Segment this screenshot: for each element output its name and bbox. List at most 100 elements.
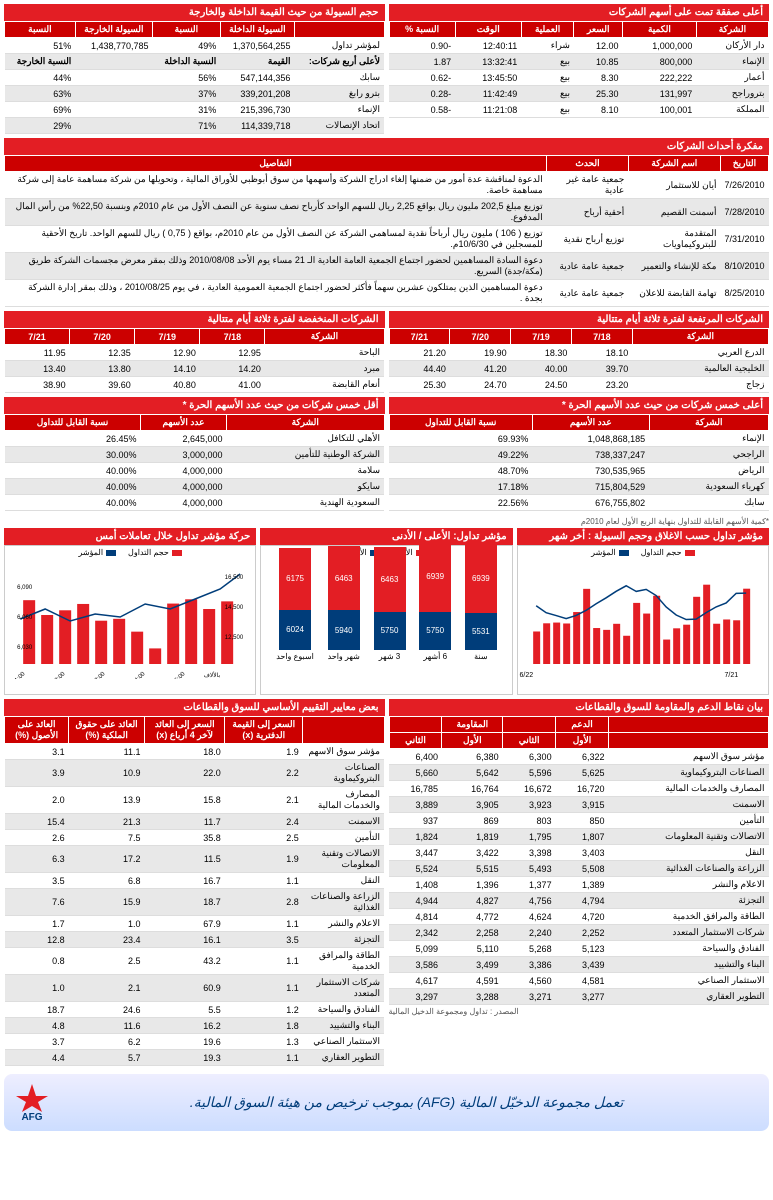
- valuation-table: السعر إلى القيمة الدفترية (x)السعر إلى ا…: [4, 716, 385, 1066]
- table-row: 8/10/2010مكة للإنشاء والتعميرجمعية عامة …: [5, 253, 769, 280]
- col-header: 7/20: [450, 329, 511, 345]
- col-header: الكمية: [623, 22, 697, 38]
- col-header: 7/21: [5, 329, 70, 345]
- col-header: الثاني: [503, 733, 556, 749]
- chart3: حجم التداول المؤشر 6,0906,0606,030 16,50…: [4, 545, 256, 695]
- col-header: النسبة: [153, 22, 221, 38]
- col-header: الشركة: [632, 329, 768, 345]
- chart1-title: مؤشر تداول حسب الاغلاق وحجم السيولة : أخ…: [517, 528, 769, 545]
- col-header: التاريخ: [720, 156, 768, 172]
- col-header: السيولة الداخلة: [220, 22, 294, 38]
- col-header: الشركة: [227, 415, 385, 431]
- table-row: بتروراجح131,99725.30بيع11:42:49-0.28: [389, 86, 769, 102]
- table-row: الزراعة والصناعات الغذائية5,5085,4935,51…: [389, 861, 769, 877]
- col-header: [609, 733, 769, 749]
- table-row: كهرباء السعودية715,804,52917.18%: [389, 479, 769, 495]
- table-row: مبرد14.2014.1013.8013.40: [5, 361, 385, 377]
- table-row: الزراعة والصناعات الغذائية2.818.715.97.6: [5, 889, 385, 916]
- col-header: الشركة: [696, 22, 768, 38]
- footer-text: تعمل مجموعة الدخيّل المالية (AFG) بموجب …: [52, 1094, 761, 1111]
- support-source: المصدر : تداول ومجموعة الدخيل المالية: [389, 1005, 770, 1018]
- table-row: سايكو4,000,00040.00%: [5, 479, 385, 495]
- col-header: الشركة: [265, 329, 384, 345]
- chart1: حجم التداول المؤشر 6/22 7/21: [517, 545, 769, 695]
- col-header: 7/18: [200, 329, 265, 345]
- table-row: أنعام القابضة41.0040.8039.6038.90: [5, 377, 385, 393]
- col-header: العائد على الأصول (%): [5, 717, 69, 744]
- col-header: السعر إلى العائد لآخر 4 أرباع (x): [145, 717, 225, 744]
- table-row: الباحة12.9512.9012.3511.95: [5, 345, 385, 361]
- table-row: الأهلي للتكافل2,645,00026.45%: [5, 431, 385, 447]
- col-header: السيولة الخارجة: [75, 22, 152, 38]
- col-header: الدعم: [556, 717, 609, 733]
- col-header: الأول: [442, 733, 503, 749]
- svg-text:6,060: 6,060: [17, 615, 33, 621]
- col-header: نسبة القابل للتداول: [5, 415, 141, 431]
- svg-text:15:00: 15:00: [172, 671, 187, 679]
- table-row: الاعلام والنشر1.167.91.01.7: [5, 916, 385, 932]
- col-header: نسبة القابل للتداول: [389, 415, 532, 431]
- col-header: الثاني: [389, 733, 442, 749]
- table-row: الشركة الوطنية للتأمين3,000,00030.00%: [5, 447, 385, 463]
- chart2: الأعلى الأدنى 69395531سنة693957506 أشهر6…: [260, 545, 512, 695]
- chart3-title: حركة مؤشر تداول خلال تعاملات أمس: [4, 528, 256, 545]
- table-row: اتحاد الإتصالات114,339,71871%29%: [5, 118, 385, 134]
- svg-text:14,500: 14,500: [225, 605, 244, 611]
- table-row: السعودية الهندية4,000,00040.00%: [5, 495, 385, 511]
- lowfree-title: أقل خمس شركات من حيث عدد الأسهم الحرة *: [4, 397, 385, 414]
- col-header: [503, 717, 556, 733]
- table-row: الإنماء1,048,868,18569.93%: [389, 431, 769, 447]
- svg-text:13:00: 13:00: [92, 671, 107, 679]
- table-row: النقل1.116.76.83.5: [5, 873, 385, 889]
- events-title: مفكرة أحداث الشركات: [4, 138, 769, 155]
- events-table: التاريخاسم الشركةالحدثالتفاصيل 7/26/2010…: [4, 155, 769, 307]
- table-row: شركات الاستثمار المتعدد1.160.92.11.0: [5, 975, 385, 1002]
- support-title: بيان نقاط الدعم والمقاومة للسوق والقطاعا…: [389, 699, 770, 716]
- col-header: [303, 717, 384, 744]
- table-row: التأمين2.535.87.52.6: [5, 830, 385, 846]
- table-row: الدرع العربي18.1018.3019.9021.20: [389, 345, 769, 361]
- table-row: المصارف والخدمات المالية16,72016,67216,7…: [389, 781, 769, 797]
- table-row: الطاقة والمرافق الخدمية1.143.22.50.8: [5, 948, 385, 975]
- table-row: بترو رابغ339,201,20837%63%: [5, 86, 385, 102]
- col-header: 7/21: [389, 329, 450, 345]
- col-header: الحدث: [547, 156, 629, 172]
- table-row: الاعلام والنشر1,3891,3771,3961,408: [389, 877, 769, 893]
- table-row: مؤشر سوق الاسهم1.918.011.13.1: [5, 744, 385, 760]
- table-row: الخليجية العالمية39.7040.0041.2044.40: [389, 361, 769, 377]
- table-row: المصارف والخدمات المالية2.115.813.92.0: [5, 787, 385, 814]
- table-row: البناء والتشييد1.816.211.64.8: [5, 1018, 385, 1034]
- col-header: 7/19: [135, 329, 200, 345]
- col-header: اسم الشركة: [628, 156, 720, 172]
- topfree-title: أعلى خمس شركات من حيث عدد الأسهم الحرة *: [389, 397, 770, 414]
- table-row: الاستثمار الصناعي1.319.66.23.7: [5, 1034, 385, 1050]
- table-row: الصناعات البتروكيماوية5,6255,5965,6425,6…: [389, 765, 769, 781]
- col-header: المقاومة: [442, 717, 503, 733]
- col-header: عدد الأسهم: [140, 415, 226, 431]
- table-row: الراجحي738,337,24749.22%: [389, 447, 769, 463]
- logo: AFG: [12, 1082, 52, 1123]
- col-header: السعر إلى القيمة الدفترية (x): [225, 717, 303, 744]
- col-header: 7/19: [511, 329, 572, 345]
- table-row: الإنماء800,00010.85بيع13:32:411.87: [389, 54, 769, 70]
- up3-title: الشركات المرتفعة لفترة ثلاثة أيام متتالي…: [389, 311, 770, 328]
- table-row: الإنماء215,396,73031%69%: [5, 102, 385, 118]
- table-row: الرياض730,535,96548.70%: [389, 463, 769, 479]
- svg-text:12:00: 12:00: [52, 671, 67, 679]
- table-row: التجزئة4,7944,7564,8274,944: [389, 893, 769, 909]
- valuation-title: بعض معايير التقييم الأساسي للسوق والقطاع…: [4, 699, 385, 716]
- table-row: سلامة4,000,00040.00%: [5, 463, 385, 479]
- svg-text:14:00: 14:00: [132, 671, 147, 679]
- table-row: 7/28/2010أسمنت القصيمأحقية أرباحتوزيع مب…: [5, 199, 769, 226]
- table-row: 7/26/2010أيان للاستثمارجمعية عامة غير عا…: [5, 172, 769, 199]
- col-header: الوقت: [455, 22, 521, 38]
- col-header: السعر: [574, 22, 623, 38]
- svg-text:7/21: 7/21: [724, 672, 738, 679]
- footer: تعمل مجموعة الدخيّل المالية (AFG) بموجب …: [4, 1074, 769, 1131]
- col-header: النسبة: [5, 22, 76, 38]
- table-row: زجاج23.2024.5024.7025.30: [389, 377, 769, 393]
- svg-text:6,030: 6,030: [17, 645, 33, 651]
- col-header: الأول: [556, 733, 609, 749]
- svg-text:11:00: 11:00: [12, 671, 27, 679]
- top-deals-table: الشركةالكميةالسعرالعمليةالوقتالنسبة % دا…: [389, 21, 770, 118]
